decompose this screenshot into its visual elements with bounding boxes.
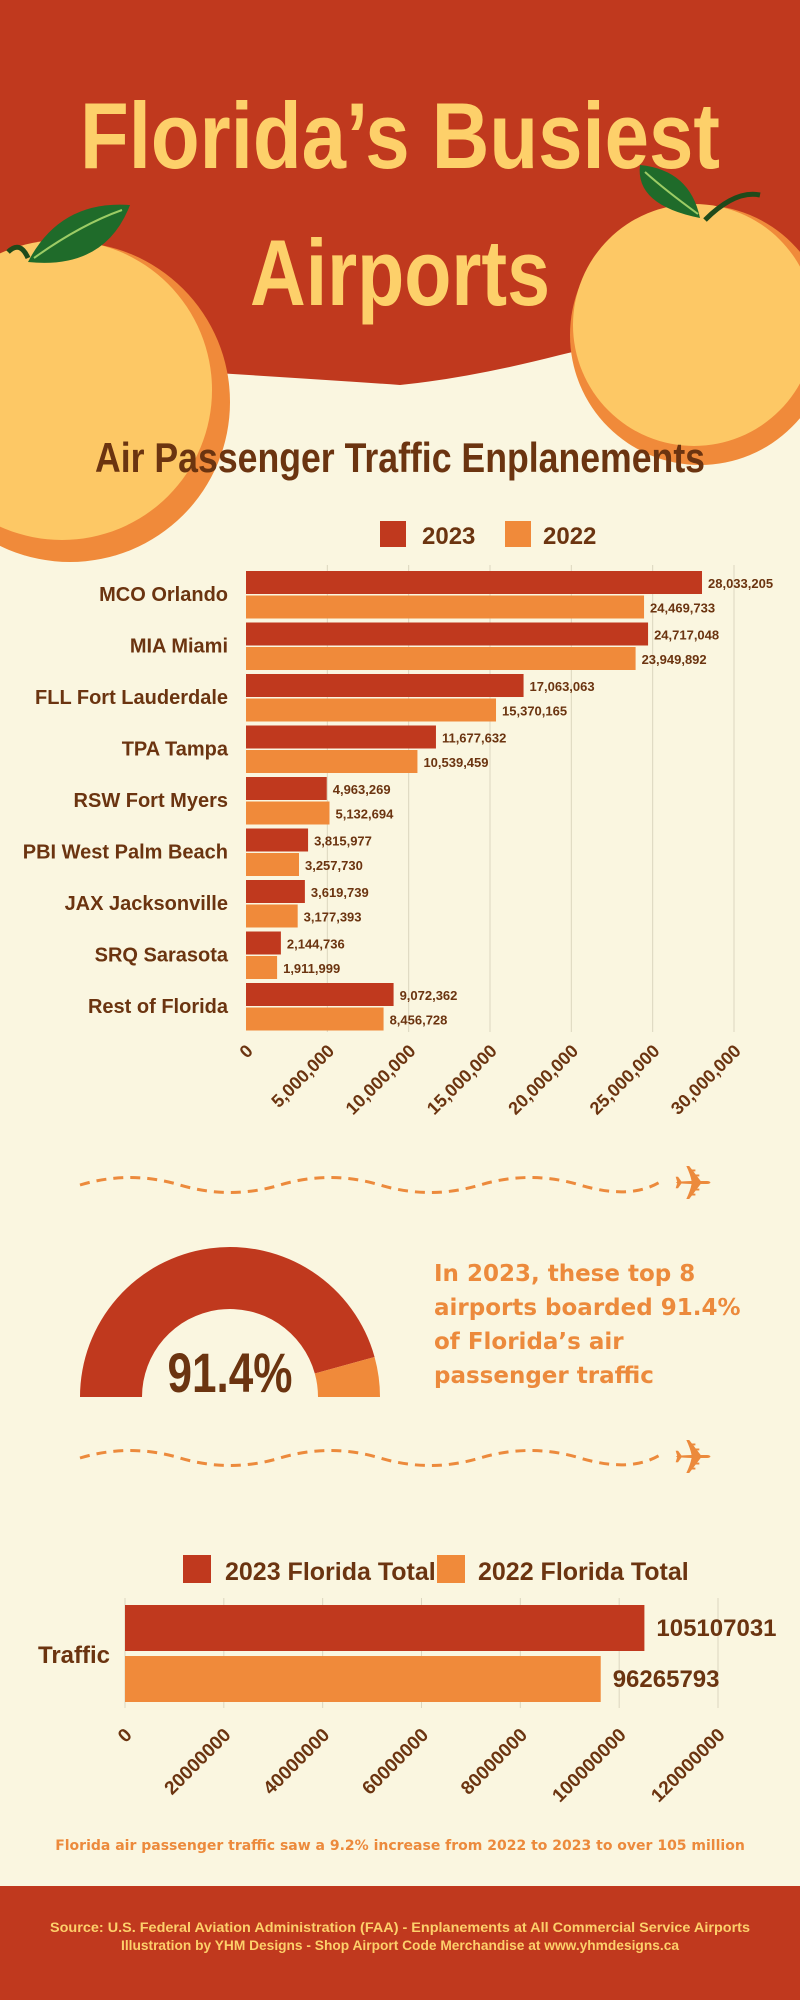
legend-swatch-2022-total <box>437 1555 465 1583</box>
callout-line: passenger traffic <box>434 1363 654 1389</box>
footer-source: Source: U.S. Federal Aviation Administra… <box>50 1920 750 1935</box>
legend-label-2023: 2023 <box>422 523 475 550</box>
category-label: FLL Fort Lauderdale <box>35 687 228 709</box>
bar-2023 <box>246 880 305 903</box>
bar-2023 <box>246 674 524 697</box>
data-label: 3,177,393 <box>304 910 362 925</box>
data-label: 10,539,459 <box>423 755 488 770</box>
bar-2023 <box>246 622 649 646</box>
bar-2022-florida-total <box>125 1656 601 1702</box>
category-label: MCO Orlando <box>99 584 228 606</box>
bar-2023 <box>246 828 309 852</box>
category-label: Rest of Florida <box>88 996 229 1018</box>
data-label: 3,619,739 <box>311 885 369 900</box>
bar-2023-florida-total <box>125 1605 645 1651</box>
callout-line: In 2023, these top 8 <box>434 1261 695 1287</box>
title-line-1: Florida’s Busiest <box>80 83 720 188</box>
callout-line: of Florida’s air <box>434 1329 624 1355</box>
gauge-fill-segment <box>80 1247 375 1397</box>
totals-legend: 2023 Florida Total 2022 Florida Total <box>183 1555 689 1586</box>
bar-2022 <box>246 904 298 928</box>
data-label: 28,033,205 <box>708 576 773 591</box>
data-label: 9,072,362 <box>400 988 458 1003</box>
chart-title: Air Passenger Traffic Enplanements <box>95 434 705 481</box>
airplane-icon: ✈ <box>673 1158 713 1211</box>
footer-credit: Illustration by YHM Designs - Shop Airpo… <box>121 1938 679 1953</box>
data-label: 105107031 <box>656 1615 776 1642</box>
gauge-value: 91.4% <box>168 1341 293 1404</box>
category-label: RSW Fort Myers <box>74 790 228 812</box>
bar-2022 <box>246 801 330 825</box>
data-label: 2,144,736 <box>287 937 345 952</box>
bar-2023 <box>246 931 281 955</box>
data-label: 4,963,269 <box>333 782 391 797</box>
percentage-gauge <box>80 1247 380 1397</box>
bar-2022 <box>246 595 645 619</box>
legend-label-2022: 2022 <box>543 523 596 550</box>
data-label: 5,132,694 <box>335 807 394 822</box>
flight-path-divider-2: ✈ <box>79 1432 713 1485</box>
callout-text: In 2023, these top 8 airports boarded 91… <box>434 1261 741 1389</box>
data-label: 96265793 <box>613 1666 720 1693</box>
airplane-icon: ✈ <box>673 1432 713 1485</box>
caption: Florida air passenger traffic saw a 9.2%… <box>55 1838 745 1854</box>
data-label: 24,717,048 <box>654 628 719 643</box>
data-label: 3,257,730 <box>305 858 363 873</box>
bar-2022 <box>246 853 299 876</box>
data-label: 23,949,892 <box>642 652 707 667</box>
legend-swatch-2023-total <box>183 1555 211 1583</box>
bar-2022 <box>246 647 636 670</box>
gauge-remainder-segment <box>314 1356 380 1397</box>
bar-2023 <box>246 983 394 1006</box>
legend-swatch-2023 <box>380 521 406 547</box>
orange-fruit-right-icon <box>570 165 800 465</box>
bar-2023 <box>246 571 703 594</box>
data-label: 24,469,733 <box>650 601 715 616</box>
data-label: 15,370,165 <box>502 704 567 719</box>
category-label: PBI West Palm Beach <box>23 842 228 864</box>
legend-swatch-2022 <box>505 521 531 547</box>
bar-2023 <box>246 777 327 800</box>
bar-2022 <box>246 956 278 979</box>
title-line-2: Airports <box>250 220 550 325</box>
category-label: MIA Miami <box>130 636 228 658</box>
legend-label-2022-total: 2022 Florida Total <box>478 1558 689 1586</box>
bar-2023 <box>246 725 436 749</box>
data-label: 8,456,728 <box>390 1013 448 1028</box>
footer <box>0 1886 800 2000</box>
data-label: 3,815,977 <box>314 834 372 849</box>
category-label: SRQ Sarasota <box>95 945 229 967</box>
flight-path-divider-1: ✈ <box>79 1158 713 1211</box>
callout-line: airports boarded 91.4% <box>434 1295 741 1321</box>
legend-label-2023-total: 2023 Florida Total <box>225 1558 436 1586</box>
category-label: TPA Tampa <box>122 739 229 761</box>
data-label: 1,911,999 <box>283 961 340 976</box>
category-label: JAX Jacksonville <box>65 893 228 915</box>
orange-fruit-left-icon <box>0 204 230 562</box>
data-label: 11,677,632 <box>442 731 506 746</box>
legend: 2023 2022 <box>380 521 596 550</box>
data-label: 17,063,063 <box>530 679 595 694</box>
bar-2022 <box>246 750 418 773</box>
category-label-traffic: Traffic <box>38 1642 110 1669</box>
bar-2022 <box>246 1007 384 1031</box>
bar-2022 <box>246 698 497 722</box>
